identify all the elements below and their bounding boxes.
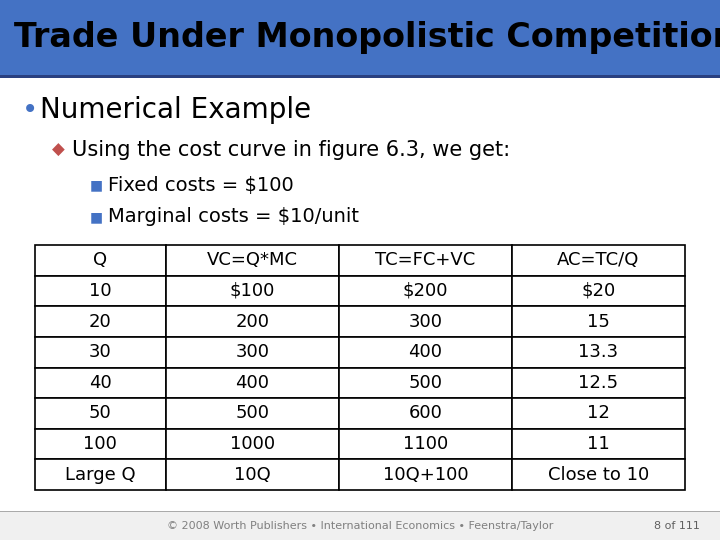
Text: 12: 12	[587, 404, 610, 422]
Text: Trade Under Monopolistic Competition: Trade Under Monopolistic Competition	[14, 21, 720, 54]
Text: 400: 400	[235, 374, 269, 392]
Text: 200: 200	[235, 313, 269, 330]
Text: 1100: 1100	[402, 435, 448, 453]
Bar	[166, 368, 339, 398]
Bar	[35, 306, 166, 337]
Bar	[35, 429, 166, 460]
Bar	[35, 460, 166, 490]
Bar	[339, 275, 512, 306]
Text: •: •	[22, 96, 38, 124]
Bar	[512, 429, 685, 460]
Text: 1000: 1000	[230, 435, 275, 453]
Bar	[35, 275, 166, 306]
Bar	[339, 337, 512, 368]
Bar	[166, 306, 339, 337]
Text: ■: ■	[90, 210, 103, 224]
Bar	[339, 368, 512, 398]
Bar	[339, 245, 512, 275]
Bar	[0, 0, 720, 75]
Bar	[0, 75, 720, 78]
Text: 10Q+100: 10Q+100	[382, 465, 468, 484]
Bar	[166, 429, 339, 460]
Bar	[512, 245, 685, 275]
Text: AC=TC/Q: AC=TC/Q	[557, 251, 639, 269]
Bar	[512, 460, 685, 490]
Text: 500: 500	[408, 374, 442, 392]
Text: 100: 100	[84, 435, 117, 453]
Text: 10Q: 10Q	[234, 465, 271, 484]
Text: 8 of 111: 8 of 111	[654, 521, 700, 531]
Bar	[339, 460, 512, 490]
Bar	[166, 337, 339, 368]
Bar	[166, 245, 339, 275]
Text: 13.3: 13.3	[578, 343, 618, 361]
Text: 600: 600	[408, 404, 442, 422]
Bar	[512, 275, 685, 306]
Bar	[35, 245, 166, 275]
Text: Fixed costs = $100: Fixed costs = $100	[108, 176, 294, 194]
Text: Q: Q	[94, 251, 107, 269]
Text: Marginal costs = $10/unit: Marginal costs = $10/unit	[108, 207, 359, 226]
Bar	[512, 398, 685, 429]
Bar	[0, 511, 720, 512]
Text: 300: 300	[235, 343, 269, 361]
Text: 40: 40	[89, 374, 112, 392]
Bar	[339, 306, 512, 337]
Text: 10: 10	[89, 282, 112, 300]
Text: 500: 500	[235, 404, 269, 422]
Bar	[0, 512, 720, 540]
Bar	[339, 398, 512, 429]
Text: Using the cost curve in figure 6.3, we get:: Using the cost curve in figure 6.3, we g…	[72, 140, 510, 160]
Bar	[339, 429, 512, 460]
Bar	[512, 306, 685, 337]
Text: 12.5: 12.5	[578, 374, 618, 392]
Text: 300: 300	[408, 313, 442, 330]
Bar	[0, 78, 720, 512]
Text: Large Q: Large Q	[65, 465, 135, 484]
Text: $200: $200	[402, 282, 448, 300]
Bar	[166, 275, 339, 306]
Bar	[512, 368, 685, 398]
Text: 11: 11	[587, 435, 610, 453]
Text: Close to 10: Close to 10	[548, 465, 649, 484]
Text: 20: 20	[89, 313, 112, 330]
Bar	[166, 398, 339, 429]
Bar	[166, 460, 339, 490]
Text: $20: $20	[581, 282, 616, 300]
Text: 30: 30	[89, 343, 112, 361]
Text: 15: 15	[587, 313, 610, 330]
Text: © 2008 Worth Publishers • International Economics • Feenstra/Taylor: © 2008 Worth Publishers • International …	[167, 521, 553, 531]
Text: 400: 400	[408, 343, 442, 361]
Text: TC=FC+VC: TC=FC+VC	[375, 251, 475, 269]
Text: 50: 50	[89, 404, 112, 422]
Bar	[35, 398, 166, 429]
Bar	[35, 368, 166, 398]
Bar	[35, 337, 166, 368]
Text: ■: ■	[90, 178, 103, 192]
Text: ◆: ◆	[52, 141, 65, 159]
Text: VC=Q*MC: VC=Q*MC	[207, 251, 297, 269]
Text: Numerical Example: Numerical Example	[40, 96, 311, 124]
Bar	[512, 337, 685, 368]
Text: $100: $100	[230, 282, 275, 300]
